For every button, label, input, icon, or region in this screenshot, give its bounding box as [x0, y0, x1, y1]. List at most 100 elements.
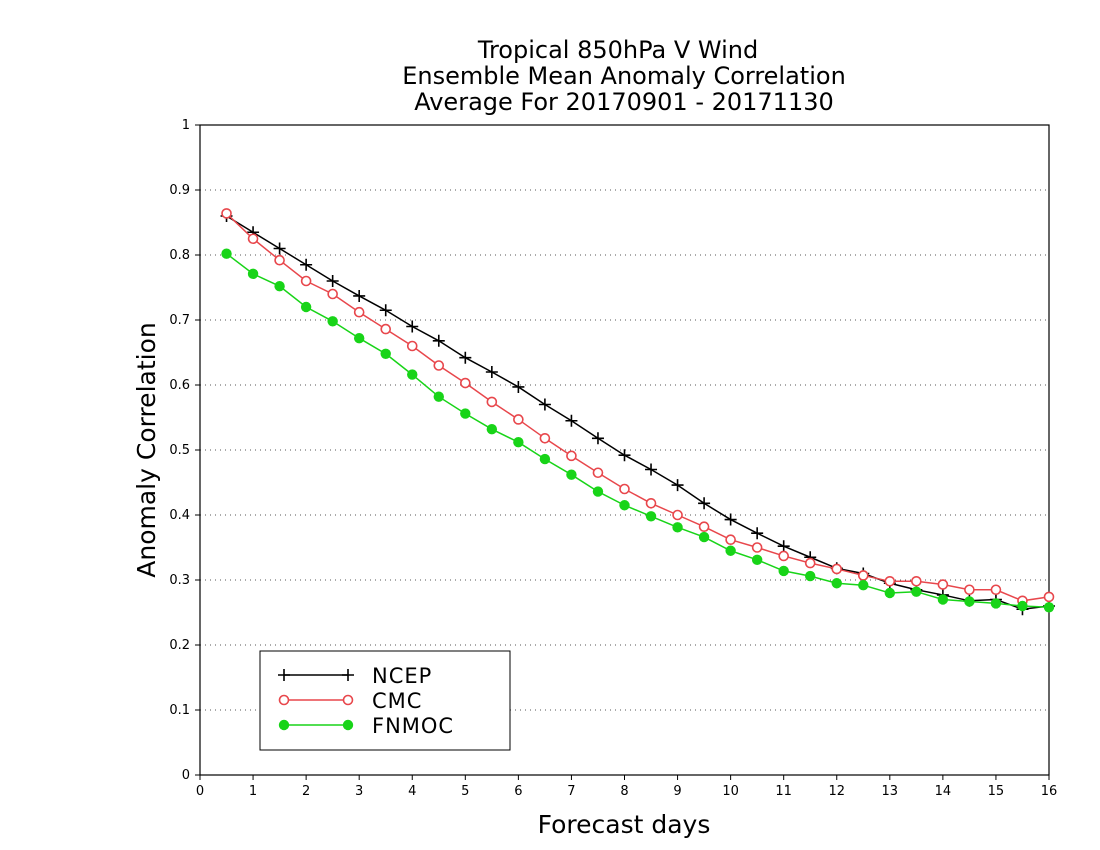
- series-fnmoc: [221, 248, 1055, 613]
- x-tick-label: 12: [828, 784, 845, 799]
- y-tick-label: 0.3: [169, 573, 190, 588]
- data-point-ncep: [353, 289, 366, 302]
- legend-label: FNMOC: [372, 714, 454, 738]
- data-point-fnmoc: [725, 545, 736, 556]
- data-point-cmc: [406, 340, 418, 352]
- legend-marker: [278, 669, 290, 681]
- data-point-fnmoc: [407, 369, 418, 380]
- x-tick-label: 14: [935, 784, 952, 799]
- data-point-cmc: [274, 254, 285, 266]
- data-point-cmc: [327, 288, 338, 300]
- data-point-fnmoc: [858, 580, 869, 591]
- data-point-fnmoc: [672, 522, 683, 533]
- data-point-fnmoc: [884, 587, 896, 599]
- data-point-ncep: [459, 351, 472, 364]
- y-tick-label: 0: [182, 768, 190, 783]
- x-tick-label: 4: [408, 784, 416, 799]
- data-point-ncep: [645, 463, 658, 476]
- data-point-cmc: [751, 542, 763, 553]
- y-tick-label: 0.7: [169, 313, 190, 328]
- legend-marker: [342, 719, 354, 731]
- data-point-fnmoc: [433, 391, 444, 402]
- x-tick-label: 6: [514, 784, 522, 799]
- y-tick-label: 0.5: [169, 443, 190, 458]
- data-point-ncep: [591, 432, 604, 445]
- data-point-cmc: [964, 584, 975, 596]
- data-point-cmc: [857, 570, 869, 581]
- data-point-cmc: [804, 557, 816, 569]
- data-point-cmc: [778, 550, 789, 562]
- y-tick-label: 1: [182, 118, 190, 133]
- data-point-ncep: [724, 513, 737, 526]
- chart-title: Tropical 850hPa V Wind Ensemble Mean Ano…: [402, 36, 846, 116]
- y-tick-label: 0.4: [169, 508, 190, 523]
- title-line-3: Average For 20170901 - 20171130: [414, 88, 834, 116]
- data-point-fnmoc: [645, 511, 657, 522]
- title-line-1: Tropical 850hPa V Wind: [477, 36, 758, 64]
- y-tick-label: 0.6: [169, 378, 190, 393]
- data-point-ncep: [379, 304, 392, 317]
- data-point-ncep: [698, 497, 711, 510]
- y-tick-label: 0.9: [169, 183, 190, 198]
- data-point-fnmoc: [1043, 602, 1055, 613]
- data-point-fnmoc: [353, 333, 365, 344]
- data-point-cmc: [592, 467, 604, 479]
- data-point-cmc: [725, 534, 736, 546]
- data-point-ncep: [671, 479, 684, 492]
- data-point-cmc: [486, 396, 498, 408]
- x-tick-label: 10: [722, 784, 739, 799]
- data-point-ncep: [777, 540, 790, 553]
- data-point-ncep: [432, 334, 445, 347]
- legend-label: CMC: [372, 689, 422, 713]
- x-tick-label: 2: [302, 784, 310, 799]
- x-tick-label: 0: [196, 784, 204, 799]
- data-point-fnmoc: [539, 453, 551, 465]
- data-point-fnmoc: [751, 554, 763, 566]
- x-tick-label: 3: [355, 784, 363, 799]
- data-point-fnmoc: [911, 586, 922, 597]
- data-point-fnmoc: [221, 248, 232, 259]
- data-point-ncep: [300, 258, 313, 271]
- x-axis-title: Forecast days: [538, 810, 711, 839]
- series-line-ncep: [226, 215, 1050, 611]
- series-group: [220, 208, 1055, 616]
- x-tick-label: 15: [988, 784, 1005, 799]
- data-point-ncep: [485, 366, 498, 378]
- x-tick-label: 7: [567, 784, 575, 799]
- data-point-fnmoc: [990, 598, 1002, 609]
- data-point-cmc: [300, 275, 312, 287]
- data-point-fnmoc: [486, 424, 498, 435]
- x-tick-label: 16: [1041, 784, 1058, 799]
- legend-marker: [342, 694, 354, 706]
- legend-item-ncep: NCEP: [278, 664, 431, 688]
- y-tick-label: 0.1: [169, 703, 190, 718]
- series-line-cmc: [226, 212, 1050, 602]
- data-point-ncep: [565, 414, 578, 427]
- x-tick-label: 9: [673, 784, 681, 799]
- legend-item-fnmoc: FNMOC: [278, 714, 454, 738]
- data-point-cmc: [831, 563, 843, 575]
- axis-ticks: 00.10.20.30.40.50.60.70.80.910 1 2 3 4 5 6 7 8 9 1…: [169, 118, 1057, 799]
- data-point-cmc: [884, 575, 896, 587]
- data-point-cmc: [353, 306, 365, 318]
- data-point-fnmoc: [619, 500, 630, 511]
- data-point-fnmoc: [1017, 600, 1028, 612]
- y-tick-label: 0.8: [169, 248, 190, 263]
- data-point-cmc: [619, 483, 630, 495]
- data-point-fnmoc: [964, 596, 975, 607]
- data-point-fnmoc: [805, 570, 816, 582]
- data-point-fnmoc: [592, 486, 604, 497]
- data-point-ncep: [512, 380, 525, 393]
- data-point-fnmoc: [327, 316, 338, 327]
- data-point-cmc: [698, 521, 710, 533]
- series-ncep: [220, 210, 1055, 616]
- y-axis-title: Anomaly Correlation: [132, 322, 161, 577]
- x-tick-label: 8: [620, 784, 628, 799]
- data-point-fnmoc: [274, 281, 285, 292]
- legend-marker: [278, 719, 290, 731]
- data-point-fnmoc: [566, 469, 577, 480]
- legend-marker: [342, 669, 354, 681]
- data-point-cmc: [911, 575, 922, 587]
